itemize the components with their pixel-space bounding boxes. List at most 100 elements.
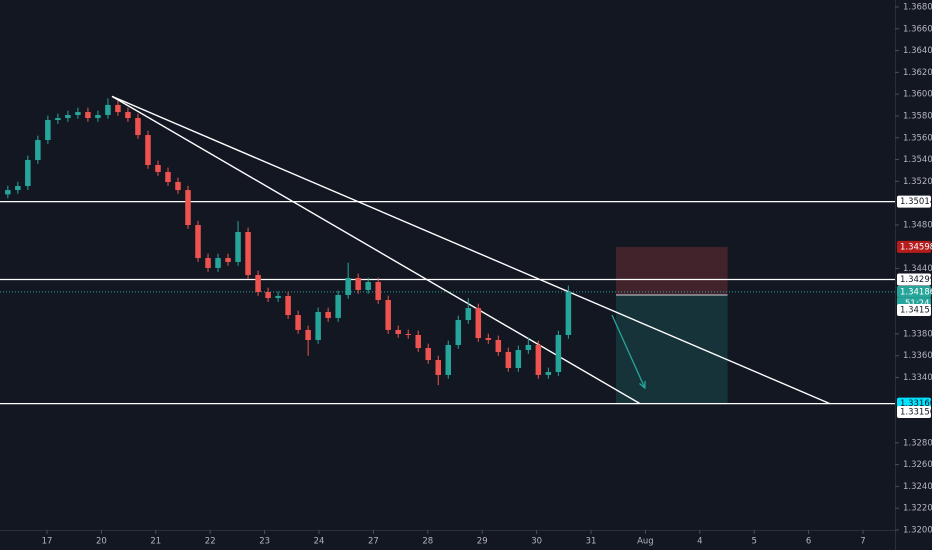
y-tick-label: 1.36000 bbox=[903, 90, 932, 100]
candle-body bbox=[555, 334, 562, 373]
candle-body bbox=[15, 186, 21, 191]
candle-body bbox=[255, 275, 261, 293]
candle-body bbox=[365, 282, 371, 290]
candle-body bbox=[185, 190, 191, 226]
candle-body bbox=[455, 320, 462, 345]
x-tick-label: Aug bbox=[637, 537, 654, 547]
candle-body bbox=[235, 231, 241, 262]
y-tick-label: 1.35600 bbox=[903, 133, 932, 143]
candle-body bbox=[445, 344, 452, 375]
countdown: 51:24 bbox=[905, 299, 930, 309]
y-tick-label: 1.35800 bbox=[903, 111, 932, 121]
candle-body bbox=[75, 112, 81, 115]
arrow-shaft bbox=[611, 314, 646, 389]
y-tick-label: 1.32600 bbox=[903, 460, 932, 470]
candle-body bbox=[35, 140, 41, 160]
x-tick-label: 27 bbox=[368, 537, 379, 547]
entry-label-badge bbox=[897, 303, 931, 316]
y-tick-label: 1.34400 bbox=[903, 264, 932, 274]
candle-body bbox=[95, 114, 101, 119]
candle-body bbox=[225, 258, 231, 262]
y-tick-label: 1.34800 bbox=[903, 220, 932, 230]
candle-body bbox=[135, 118, 141, 136]
candle-body bbox=[475, 308, 482, 339]
target-zone bbox=[616, 294, 728, 405]
candle-body bbox=[245, 231, 251, 276]
y-tick-label: 1.32000 bbox=[903, 526, 932, 536]
candle-body bbox=[65, 114, 71, 119]
candle-body bbox=[115, 104, 121, 113]
y-tick-label: 1.36400 bbox=[903, 46, 932, 56]
x-tick-label: 24 bbox=[314, 537, 325, 547]
arrow-head bbox=[639, 381, 646, 390]
candle-body bbox=[145, 135, 151, 165]
y-tick-label: 1.36200 bbox=[903, 68, 932, 78]
candle-body bbox=[505, 351, 512, 368]
candle-body bbox=[175, 181, 181, 191]
x-tick-label: 5 bbox=[752, 537, 757, 547]
trendline bbox=[111, 95, 641, 405]
x-tick-label: 7 bbox=[860, 537, 865, 547]
candle-body bbox=[5, 190, 11, 195]
hline-label: 1.34299 bbox=[900, 275, 932, 285]
candle-body bbox=[345, 277, 351, 295]
candle-body bbox=[525, 344, 532, 351]
candle-body bbox=[425, 348, 431, 361]
candle-body bbox=[325, 311, 331, 318]
candle-body bbox=[295, 315, 301, 330]
x-tick-label: 31 bbox=[586, 537, 597, 547]
candle-body bbox=[545, 372, 552, 375]
candle-body bbox=[385, 299, 391, 330]
y-tick-label: 1.33600 bbox=[903, 351, 932, 361]
trendline bbox=[111, 95, 831, 405]
y-tick-label: 1.36800 bbox=[903, 3, 932, 13]
candle-body bbox=[155, 164, 161, 172]
y-tick-label: 1.32800 bbox=[903, 438, 932, 448]
x-tick-label: 30 bbox=[531, 537, 542, 547]
candle-body bbox=[335, 294, 341, 318]
hline-label-badge bbox=[897, 273, 931, 286]
target-label: 1.33156 bbox=[900, 408, 932, 418]
candle-body bbox=[495, 339, 502, 352]
candle-body bbox=[565, 291, 572, 335]
candle-body bbox=[285, 295, 291, 316]
y-tick-label: 1.32400 bbox=[903, 482, 932, 492]
x-tick-label: 6 bbox=[806, 537, 811, 547]
candle-body bbox=[125, 112, 131, 119]
candle-body bbox=[375, 282, 381, 300]
candle-body bbox=[105, 104, 111, 115]
target-label-badge bbox=[897, 406, 931, 419]
hline-label: 1.35014 bbox=[900, 197, 932, 207]
x-tick-label: 29 bbox=[477, 537, 488, 547]
x-tick-label: 20 bbox=[96, 537, 107, 547]
candle-body bbox=[25, 159, 31, 187]
candle-body bbox=[195, 225, 201, 259]
stop-zone bbox=[616, 246, 728, 295]
entry-label: 1.34157 bbox=[900, 305, 932, 315]
y-tick-label: 1.33400 bbox=[903, 373, 932, 383]
candle-body bbox=[435, 360, 442, 375]
candle-body bbox=[215, 258, 221, 268]
last-price-label: 1.34186 bbox=[900, 287, 932, 297]
candle-body bbox=[465, 308, 472, 321]
y-tick-label: 1.32200 bbox=[903, 504, 932, 514]
candle-body bbox=[165, 171, 171, 182]
x-tick-label: 4 bbox=[697, 537, 702, 547]
candle-body bbox=[265, 292, 271, 299]
x-tick-label: 28 bbox=[422, 537, 433, 547]
y-tick-label: 1.33800 bbox=[903, 329, 932, 339]
candle-body bbox=[485, 338, 492, 340]
candle-body bbox=[395, 329, 401, 334]
candle-body bbox=[535, 344, 542, 375]
candle-body bbox=[405, 333, 411, 335]
candle-body bbox=[205, 258, 211, 268]
y-tick-label: 1.35400 bbox=[903, 155, 932, 165]
y-tick-label: 1.36600 bbox=[903, 24, 932, 34]
hline-label: 1.33160 bbox=[900, 399, 932, 409]
x-tick-label: 23 bbox=[259, 537, 270, 547]
x-tick-label: 22 bbox=[205, 537, 216, 547]
candle-body bbox=[45, 119, 51, 141]
